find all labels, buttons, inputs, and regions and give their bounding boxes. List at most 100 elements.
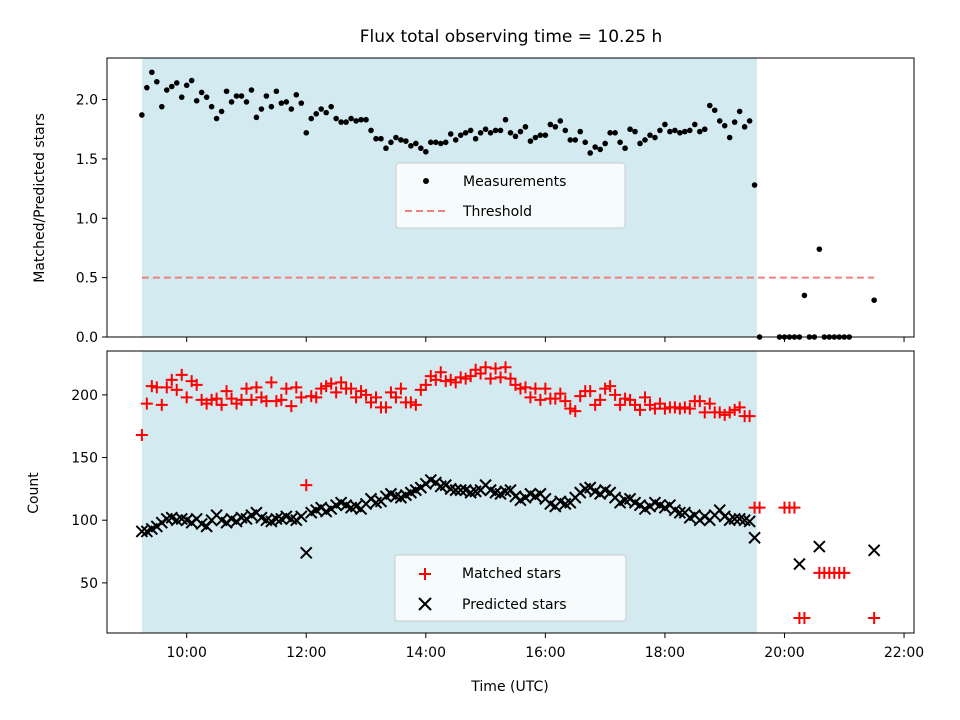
predicted-star-point xyxy=(300,546,313,559)
measurement-point xyxy=(163,87,170,93)
measurement-point xyxy=(617,139,623,146)
measurement-point xyxy=(298,100,305,106)
bottom-axes-frame xyxy=(106,350,915,634)
predicted-star-point xyxy=(454,483,467,497)
matched-star-point xyxy=(295,391,308,404)
measurement-point xyxy=(667,128,673,135)
matched-star-point xyxy=(534,393,547,406)
matched-star-point xyxy=(639,391,651,404)
measurement-point xyxy=(647,132,653,138)
matched-star-point xyxy=(484,372,497,385)
measurement-point xyxy=(423,148,429,155)
count-series xyxy=(135,361,881,624)
matched-star-point xyxy=(868,611,881,624)
legend-matched-marker xyxy=(419,568,431,580)
measurement-point xyxy=(677,129,683,136)
matched-star-point xyxy=(474,367,487,380)
measurement-point xyxy=(338,119,344,125)
measurement-point xyxy=(672,127,678,134)
matched-star-point xyxy=(190,378,203,391)
top-y-axis: 0.0 0.5 1.0 1.5 2.0 xyxy=(76,93,107,346)
measurement-point xyxy=(313,111,320,117)
predicted-star-point xyxy=(867,544,881,557)
measurement-point xyxy=(363,116,369,123)
matched-star-point xyxy=(788,501,801,514)
measurement-point xyxy=(188,77,195,84)
measurement-point xyxy=(701,126,708,133)
measurement-point xyxy=(497,127,504,134)
measurement-point xyxy=(751,182,758,188)
measurement-point xyxy=(308,115,315,122)
measurement-point xyxy=(482,126,489,133)
bottom-y-tick-label: 100 xyxy=(71,513,98,529)
measurement-point xyxy=(632,128,638,135)
measurement-point xyxy=(527,138,534,144)
measurement-point xyxy=(427,139,434,146)
matched-star-point xyxy=(160,381,173,394)
measurement-point xyxy=(318,106,325,112)
measurement-point xyxy=(173,80,180,86)
matched-star-point xyxy=(594,393,607,406)
matched-star-point xyxy=(683,402,696,415)
measurement-point xyxy=(293,92,300,98)
measurement-point xyxy=(243,99,250,105)
x-axis-label: Time (UTC) xyxy=(470,679,548,695)
measurement-point xyxy=(139,112,145,118)
measurement-point xyxy=(657,127,663,134)
measurement-point xyxy=(532,134,539,141)
matched-star-point xyxy=(693,395,706,408)
measurement-point xyxy=(263,93,270,99)
measurement-point xyxy=(413,140,419,147)
measurement-point xyxy=(607,129,613,136)
matched-star-point xyxy=(300,479,313,492)
matched-star-point xyxy=(155,398,168,411)
measurement-point xyxy=(726,134,733,141)
measurement-point xyxy=(716,118,723,124)
chart-title: Flux total observing time = 10.25 h xyxy=(360,27,663,47)
measurement-point xyxy=(408,143,414,149)
measurement-point xyxy=(323,109,329,116)
measurement-point xyxy=(168,83,175,90)
measurement-point xyxy=(378,135,384,142)
bottom-y-axis: 50 100 150 200 xyxy=(71,388,107,592)
matched-star-point xyxy=(350,391,363,404)
measurement-point xyxy=(542,132,549,138)
measurement-point xyxy=(348,115,354,122)
matched-star-point xyxy=(798,611,811,624)
measurement-point xyxy=(582,139,589,146)
matched-star-point xyxy=(370,391,382,404)
measurement-point xyxy=(358,116,364,123)
bottom-panel: 50 100 150 200 10:00 12:00 14:00 16:00 18:00 20:… xyxy=(26,350,924,695)
measurement-point xyxy=(602,140,608,147)
measurement-point xyxy=(233,93,240,99)
bottom-x-tick-label: 12:00 xyxy=(286,645,326,661)
measurement-point xyxy=(328,103,334,110)
measurement-point xyxy=(741,124,748,130)
measurement-point xyxy=(472,135,479,142)
matched-star-point xyxy=(210,392,223,405)
measurement-point xyxy=(457,132,464,138)
matched-star-point xyxy=(240,382,253,395)
measurement-point xyxy=(517,128,524,135)
matched-star-point xyxy=(703,397,716,410)
measurement-point xyxy=(522,124,529,130)
top-x-axis xyxy=(186,337,905,342)
predicted-star-point xyxy=(135,525,149,538)
measurement-point xyxy=(388,139,394,146)
measurement-point xyxy=(692,121,698,128)
matched-star-point xyxy=(175,368,188,381)
measurement-point xyxy=(343,119,349,125)
matched-star-point xyxy=(135,428,148,441)
measurement-point xyxy=(687,127,693,134)
measurement-point xyxy=(572,137,579,143)
measurement-point xyxy=(368,127,374,134)
measurement-point xyxy=(547,121,554,128)
measurement-point xyxy=(731,119,738,125)
matched-star-point xyxy=(464,370,477,383)
measurement-point xyxy=(637,140,643,147)
matched-star-point xyxy=(140,397,153,410)
measurement-point xyxy=(711,107,718,114)
matched-star-point xyxy=(499,361,512,374)
bottom-y-tick-label: 200 xyxy=(71,388,98,404)
matched-star-point xyxy=(310,391,323,404)
